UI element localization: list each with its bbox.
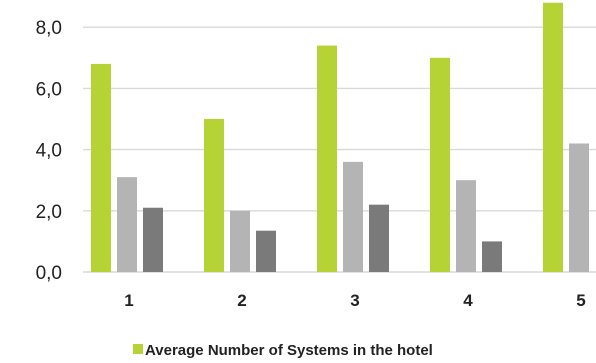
bar-cat-4-series-3 — [482, 241, 502, 272]
bar-cat-5-series-2 — [569, 143, 589, 272]
bar-cat-1-series-2 — [117, 177, 137, 272]
x-tick-label: 3 — [350, 291, 359, 310]
bar-cat-5-series-1 — [543, 2, 563, 272]
y-axis-tick-labels: 0,0 2,0 4,0 6,0 8,0 — [36, 18, 62, 284]
x-tick-label: 2 — [237, 291, 246, 310]
y-tick-label: 0,0 — [36, 263, 62, 284]
bar-cat-2-series-3 — [256, 230, 276, 272]
bar-cat-4-series-1 — [430, 57, 450, 272]
x-tick-label: 4 — [463, 291, 473, 310]
bar-cat-3-series-1 — [317, 45, 337, 273]
y-tick-label: 2,0 — [36, 202, 62, 223]
bars — [91, 2, 589, 273]
legend-label: Average Number of Systems in the hotel — [145, 342, 433, 359]
y-tick-label: 6,0 — [36, 79, 62, 100]
legend: Average Number of Systems in the hotel — [133, 342, 433, 359]
x-tick-label: 5 — [576, 291, 585, 310]
bar-cat-1-series-3 — [143, 207, 163, 272]
y-tick-label: 4,0 — [36, 141, 62, 162]
bar-cat-2-series-2 — [230, 210, 250, 272]
bar-cat-3-series-3 — [369, 204, 389, 272]
bar-cat-3-series-2 — [343, 161, 363, 272]
y-tick-label: 8,0 — [36, 18, 62, 39]
bar-cat-4-series-2 — [456, 180, 476, 272]
x-tick-label: 1 — [124, 291, 133, 310]
gridlines — [83, 26, 596, 273]
bar-cat-2-series-1 — [204, 119, 224, 272]
x-axis-tick-labels: 1 2 3 4 5 — [124, 291, 585, 310]
bar-cat-1-series-1 — [91, 63, 111, 272]
legend-swatch — [133, 344, 143, 354]
